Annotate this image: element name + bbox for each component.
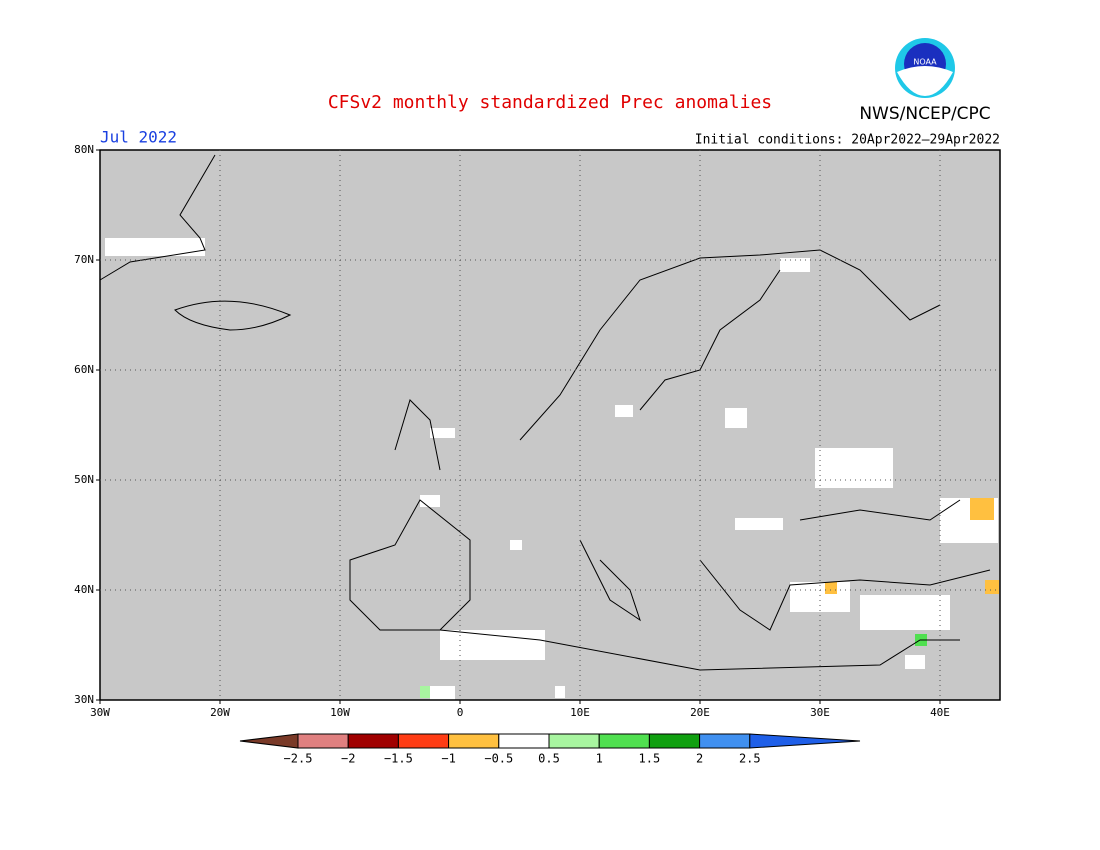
colorbar-label: 1.5 [639, 752, 661, 766]
colorbar-label: −1 [441, 752, 455, 766]
anomaly-patches [105, 238, 998, 700]
coastlines [99, 154, 991, 671]
lon-label: 30E [810, 706, 830, 719]
colorbar-arrow [749, 733, 861, 749]
colorbar-box [598, 733, 650, 749]
colorbar-label: −0.5 [484, 752, 513, 766]
title: CFSv2 monthly standardized Prec anomalie… [328, 92, 772, 113]
map-area [96, 149, 1001, 704]
lat-label: 60N [74, 363, 94, 376]
colorbar-box [498, 733, 550, 749]
month: Jul 2022 [100, 128, 177, 147]
lon-label: 20E [690, 706, 710, 719]
map-frame [99, 149, 1001, 701]
colorbar-box [347, 733, 399, 749]
colorbar: −2.5 −2 −1.5 −1 −0.5 0.5 1 1.5 2 2.5 [239, 733, 861, 766]
lon-label: 10W [330, 706, 350, 719]
colorbar-box [548, 733, 600, 749]
lon-label: 0 [457, 706, 464, 719]
lat-label: 80N [74, 143, 94, 156]
colorbar-box [648, 733, 701, 749]
colorbar-label: 2.5 [739, 752, 761, 766]
lat-label: 40N [74, 583, 94, 596]
colorbar-label: 2 [696, 752, 703, 766]
lon-label: 30W [90, 706, 110, 719]
colorbar-label: −1.5 [384, 752, 413, 766]
lon-label: 10E [570, 706, 590, 719]
colorbar-label: 0.5 [538, 752, 560, 766]
lon-label: 40E [930, 706, 950, 719]
colorbar-box [397, 733, 450, 749]
lat-label: 30N [74, 693, 94, 706]
colorbar-arrow [239, 733, 299, 749]
svg-text:NOAA: NOAA [913, 58, 937, 67]
lon-label: 20W [210, 706, 230, 719]
lat-label: 70N [74, 253, 94, 266]
initial-conditions: Initial conditions: 20Apr2022–29Apr2022 [695, 133, 1000, 148]
colorbar-box [699, 733, 751, 749]
noaa-logo: NOAA [895, 38, 955, 98]
colorbar-label: −2 [341, 752, 355, 766]
colorbar-label: 1 [596, 752, 603, 766]
agency: NWS/NCEP/CPC [859, 104, 990, 124]
lat-label: 50N [74, 473, 94, 486]
colorbar-label: −2.5 [284, 752, 313, 766]
colorbar-box [448, 733, 500, 749]
colorbar-box [297, 733, 349, 749]
